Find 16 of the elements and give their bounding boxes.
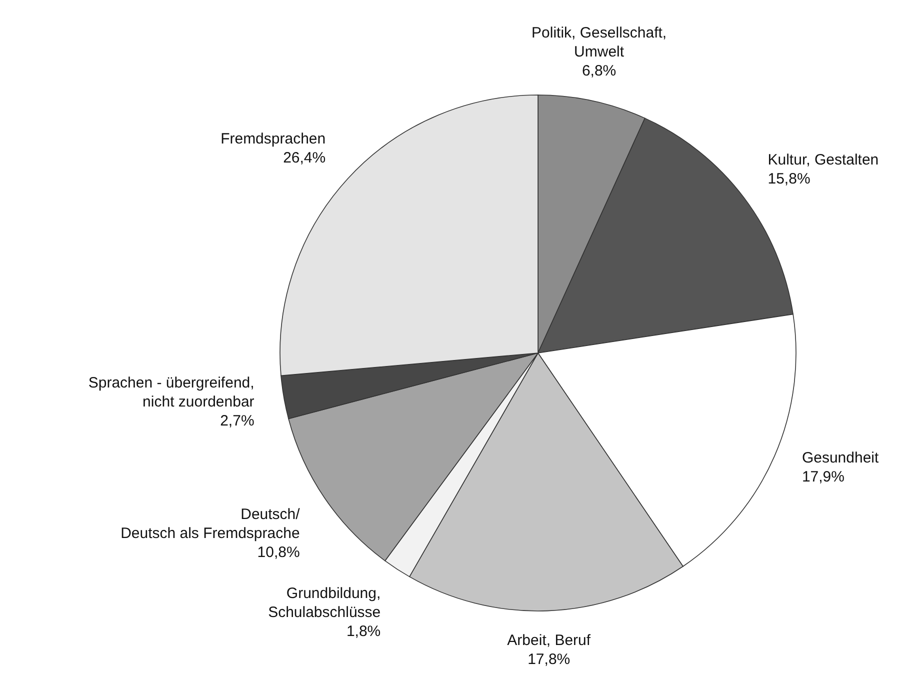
slice-label: Arbeit, Beruf [507, 632, 592, 649]
data-label: 17,9% [802, 468, 844, 486]
data-label: 17,8% [528, 650, 570, 668]
data-label: 2,7% [220, 412, 254, 430]
data-label: 15,8% [768, 170, 810, 188]
slice-label: Sprachen - übergreifend, nicht zuordenbar [88, 374, 254, 410]
slice-label: Kultur, Gestalten [768, 151, 879, 168]
data-label: 1,8% [346, 623, 381, 640]
data-label: 10,8% [257, 544, 300, 561]
slice-label: Fremdsprachen [220, 130, 326, 148]
data-label: 26,4% [283, 149, 326, 166]
slice-label: Grundbildung, Schulabschlüsse [268, 585, 381, 622]
data-label: 6,8% [582, 62, 616, 80]
slice-label: Gesundheit [802, 450, 880, 467]
slice-label: Deutsch/ Deutsch als Fremdsprache [120, 506, 301, 542]
slice-label: Politik, Gesellschaft, Umwelt [532, 24, 667, 61]
